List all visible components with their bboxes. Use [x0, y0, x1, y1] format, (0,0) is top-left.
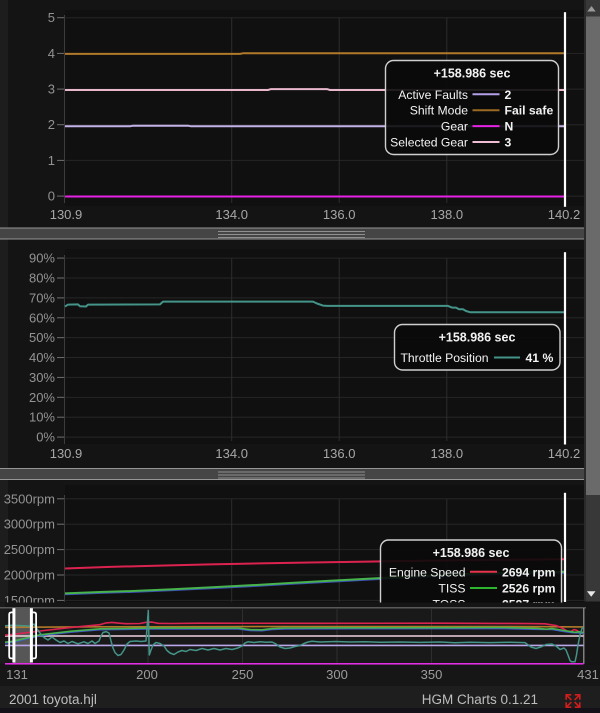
- svg-text:4: 4: [48, 46, 55, 61]
- svg-text:Gear: Gear: [441, 120, 468, 134]
- svg-text:138.0: 138.0: [431, 446, 464, 461]
- svg-text:0: 0: [48, 189, 55, 204]
- svg-text:+158.986 sec: +158.986 sec: [434, 67, 511, 81]
- svg-text:140.2: 140.2: [548, 446, 581, 461]
- svg-text:2000rpm: 2000rpm: [4, 568, 55, 583]
- svg-text:TISS: TISS: [438, 582, 465, 596]
- svg-text:3: 3: [505, 136, 512, 150]
- svg-text:3500rpm: 3500rpm: [4, 491, 55, 506]
- svg-text:2694 rpm: 2694 rpm: [502, 565, 556, 579]
- svg-text:0%: 0%: [36, 430, 55, 445]
- svg-text:Throttle Position: Throttle Position: [400, 351, 488, 365]
- svg-text:Fail safe: Fail safe: [505, 104, 554, 118]
- svg-text:2500rpm: 2500rpm: [4, 542, 55, 557]
- svg-text:130.9: 130.9: [50, 446, 83, 461]
- svg-text:136.0: 136.0: [323, 207, 356, 222]
- svg-text:Selected Gear: Selected Gear: [390, 136, 468, 150]
- svg-text:1: 1: [48, 153, 55, 168]
- svg-text:70%: 70%: [29, 290, 55, 305]
- svg-text:2001 toyota.hjl: 2001 toyota.hjl: [9, 692, 97, 707]
- svg-text:80%: 80%: [29, 270, 55, 285]
- svg-text:5: 5: [48, 10, 55, 25]
- svg-text:300: 300: [326, 667, 348, 682]
- svg-text:60%: 60%: [29, 310, 55, 325]
- svg-text:2: 2: [505, 88, 512, 102]
- svg-text:2: 2: [48, 117, 55, 132]
- svg-text:41 %: 41 %: [526, 351, 554, 365]
- svg-text:136.0: 136.0: [323, 446, 356, 461]
- svg-text:131: 131: [6, 667, 28, 682]
- svg-text:134.0: 134.0: [215, 446, 248, 461]
- svg-text:3000rpm: 3000rpm: [4, 517, 55, 532]
- svg-text:431: 431: [577, 667, 599, 682]
- svg-text:Active Faults: Active Faults: [398, 88, 468, 102]
- svg-text:90%: 90%: [29, 251, 55, 266]
- svg-text:200: 200: [136, 667, 158, 682]
- svg-text:Shift Mode: Shift Mode: [410, 104, 468, 118]
- svg-text:10%: 10%: [29, 410, 55, 425]
- svg-text:130.9: 130.9: [50, 207, 83, 222]
- svg-text:+158.986 sec: +158.986 sec: [433, 546, 510, 560]
- svg-text:2526 rpm: 2526 rpm: [502, 582, 556, 596]
- svg-text:50%: 50%: [29, 330, 55, 345]
- svg-text:+158.986 sec: +158.986 sec: [439, 331, 516, 345]
- svg-text:N: N: [505, 120, 514, 134]
- svg-text:20%: 20%: [29, 390, 55, 405]
- svg-text:250: 250: [232, 667, 254, 682]
- svg-text:40%: 40%: [29, 350, 55, 365]
- svg-text:3: 3: [48, 82, 55, 97]
- svg-text:138.0: 138.0: [431, 207, 464, 222]
- svg-text:350: 350: [421, 667, 443, 682]
- svg-text:134.0: 134.0: [215, 207, 248, 222]
- svg-text:HGM Charts 0.1.21: HGM Charts 0.1.21: [422, 692, 538, 707]
- svg-text:Engine Speed: Engine Speed: [389, 565, 466, 579]
- svg-text:30%: 30%: [29, 370, 55, 385]
- svg-text:140.2: 140.2: [548, 207, 581, 222]
